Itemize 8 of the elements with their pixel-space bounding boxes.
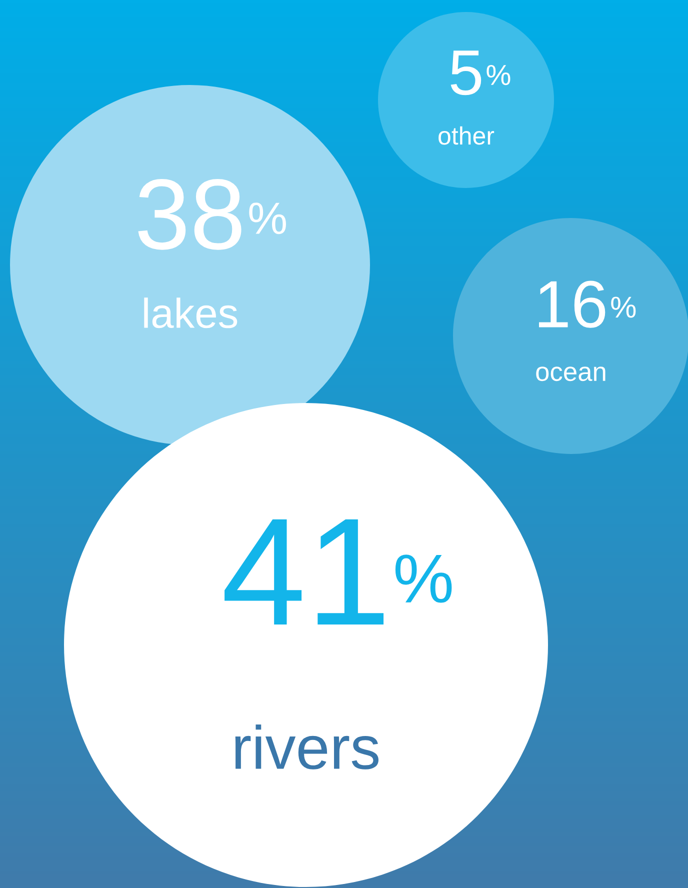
data-label: 16%	[539, 280, 636, 328]
data-label: 38%	[138, 179, 286, 250]
category-label: lakes	[144, 298, 238, 328]
data-label: 5%	[450, 50, 510, 96]
category-label: other	[438, 126, 494, 145]
category-label: rivers	[235, 724, 378, 770]
data-label: 41%	[224, 519, 452, 625]
category-label: ocean	[536, 366, 606, 382]
